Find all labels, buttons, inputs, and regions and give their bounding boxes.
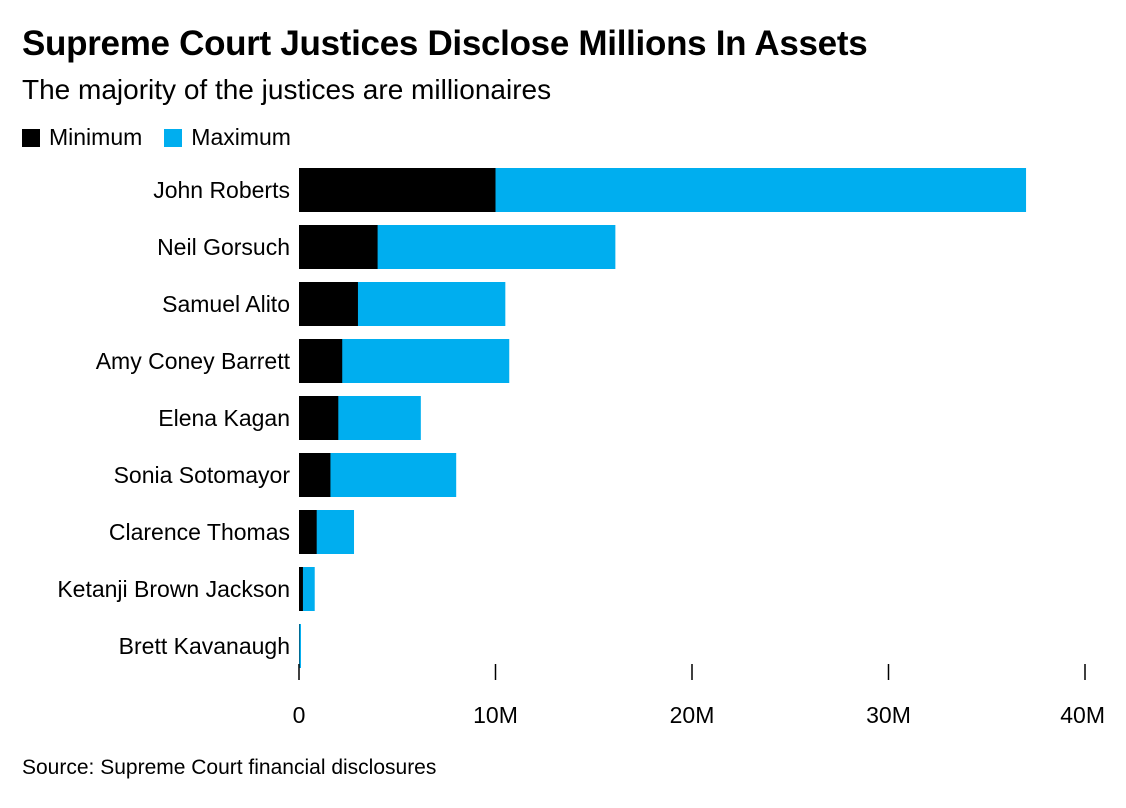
x-tick-label-0: 0 bbox=[293, 702, 306, 728]
source-note: Source: Supreme Court financial disclosu… bbox=[22, 756, 437, 779]
legend-swatch-maximum bbox=[164, 128, 183, 147]
category-label-ketanji-brown-jackson: Ketanji Brown Jackson bbox=[57, 576, 290, 602]
x-tick-label-10: 10M bbox=[473, 702, 518, 728]
bar-minimum-neil-gorsuch bbox=[299, 225, 378, 269]
legend: Minimum Maximum bbox=[22, 124, 313, 151]
bar-minimum-john-roberts bbox=[299, 168, 496, 212]
chart-title: Supreme Court Justices Disclose Millions… bbox=[22, 24, 868, 63]
bar-minimum-samuel-alito bbox=[299, 282, 358, 326]
legend-label-minimum: Minimum bbox=[49, 124, 143, 150]
bar-minimum-sonia-sotomayor bbox=[299, 453, 331, 497]
bar-maximum-brett-kavanaugh bbox=[299, 624, 301, 668]
category-label-samuel-alito: Samuel Alito bbox=[162, 291, 290, 317]
category-label-elena-kagan: Elena Kagan bbox=[158, 405, 290, 431]
bar-minimum-ketanji-brown-jackson bbox=[299, 567, 303, 611]
legend-swatch-minimum bbox=[22, 128, 40, 147]
x-tick-label-20: 20M bbox=[670, 702, 715, 728]
category-label-sonia-sotomayor: Sonia Sotomayor bbox=[114, 462, 291, 488]
category-label-brett-kavanaugh: Brett Kavanaugh bbox=[119, 633, 290, 659]
legend-label-maximum: Maximum bbox=[191, 124, 291, 150]
category-label-john-roberts: John Roberts bbox=[153, 177, 290, 203]
bar-minimum-elena-kagan bbox=[299, 396, 339, 440]
category-label-neil-gorsuch: Neil Gorsuch bbox=[157, 234, 290, 260]
bar-minimum-amy-coney-barrett bbox=[299, 339, 343, 383]
category-label-clarence-thomas: Clarence Thomas bbox=[109, 519, 290, 545]
chart-subtitle: The majority of the justices are million… bbox=[22, 74, 552, 105]
x-tick-label-30: 30M bbox=[866, 702, 911, 728]
bar-minimum-clarence-thomas bbox=[299, 510, 317, 554]
legend-item-minimum: Minimum bbox=[22, 124, 142, 151]
category-label-amy-coney-barrett: Amy Coney Barrett bbox=[96, 348, 291, 374]
legend-item-maximum: Maximum bbox=[164, 124, 291, 151]
x-tick-label-40: 40M bbox=[1060, 702, 1105, 728]
